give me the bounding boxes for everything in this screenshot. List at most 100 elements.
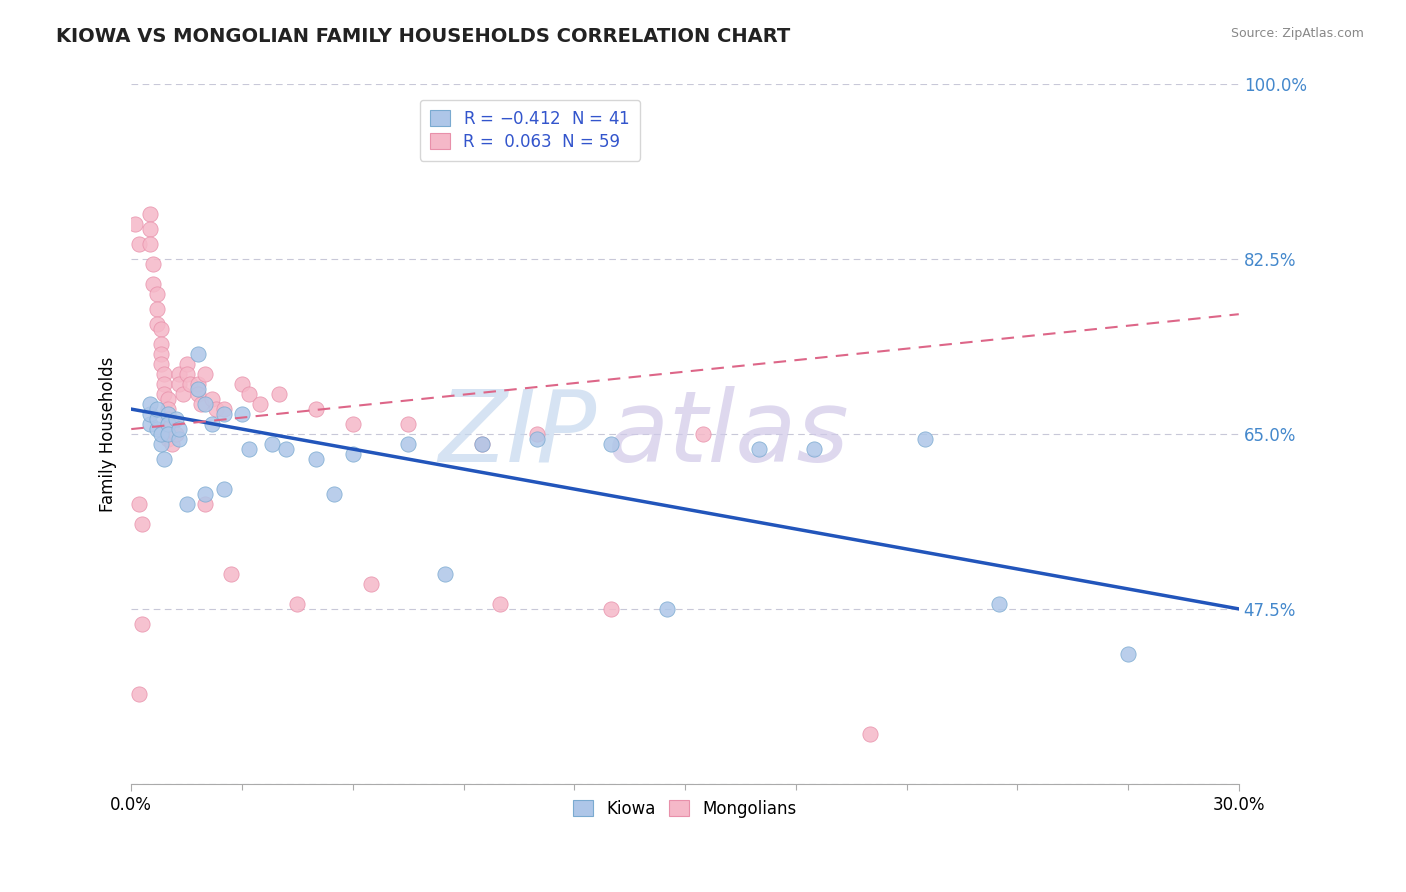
Point <box>187 377 209 392</box>
Text: Source: ZipAtlas.com: Source: ZipAtlas.com <box>1230 27 1364 40</box>
Text: KIOWA VS MONGOLIAN FAMILY HOUSEHOLDS CORRELATION CHART: KIOWA VS MONGOLIAN FAMILY HOUSEHOLDS COR… <box>56 27 790 45</box>
Point <box>267 387 290 401</box>
Point <box>187 347 209 361</box>
Point <box>176 357 198 371</box>
Point <box>396 417 419 431</box>
Point <box>748 442 770 456</box>
Point <box>194 367 217 381</box>
Point <box>194 397 217 411</box>
Point <box>238 442 260 456</box>
Point <box>131 516 153 531</box>
Legend: Kiowa, Mongolians: Kiowa, Mongolians <box>567 793 803 824</box>
Point <box>858 727 880 741</box>
Point <box>160 417 183 431</box>
Point <box>205 402 228 417</box>
Point <box>914 432 936 446</box>
Point <box>471 437 494 451</box>
Point <box>124 217 146 231</box>
Point <box>128 497 150 511</box>
Point <box>149 337 172 351</box>
Point <box>146 302 169 317</box>
Point <box>342 447 364 461</box>
Point <box>201 417 224 431</box>
Point <box>146 402 169 417</box>
Point <box>165 412 187 426</box>
Point <box>803 442 825 456</box>
Point <box>165 427 187 442</box>
Point <box>231 377 253 392</box>
Point <box>231 407 253 421</box>
Point <box>276 442 298 456</box>
Point <box>138 237 160 252</box>
Point <box>187 387 209 401</box>
Point <box>153 367 176 381</box>
Y-axis label: Family Households: Family Households <box>100 357 117 512</box>
Point <box>323 487 346 501</box>
Point <box>489 597 512 611</box>
Point <box>360 577 382 591</box>
Point <box>142 257 165 271</box>
Point <box>987 597 1010 611</box>
Point <box>249 397 271 411</box>
Point <box>149 427 172 442</box>
Point <box>655 602 678 616</box>
Point <box>179 377 201 392</box>
Point <box>212 407 235 421</box>
Point <box>128 687 150 701</box>
Point <box>157 422 180 436</box>
Point <box>167 377 190 392</box>
Point <box>138 207 160 221</box>
Point <box>138 222 160 236</box>
Point <box>194 497 217 511</box>
Point <box>153 387 176 401</box>
Point <box>172 387 194 401</box>
Point <box>187 382 209 396</box>
Point <box>305 402 328 417</box>
Point <box>157 407 180 421</box>
Point <box>212 402 235 417</box>
Point <box>153 452 176 467</box>
Point <box>342 417 364 431</box>
Point <box>157 427 180 442</box>
Point <box>138 397 160 411</box>
Point <box>201 392 224 406</box>
Point <box>146 412 169 426</box>
Point <box>167 367 190 381</box>
Point <box>153 377 176 392</box>
Point <box>142 277 165 292</box>
Point <box>157 417 180 431</box>
Point <box>600 602 623 616</box>
Point <box>471 437 494 451</box>
Point <box>305 452 328 467</box>
Point <box>167 432 190 446</box>
Point <box>194 487 217 501</box>
Point <box>190 397 212 411</box>
Point <box>212 482 235 496</box>
Point <box>146 422 169 436</box>
Point <box>600 437 623 451</box>
Point <box>146 287 169 301</box>
Point <box>219 566 242 581</box>
Point <box>149 437 172 451</box>
Point <box>260 437 283 451</box>
Point <box>131 616 153 631</box>
Point <box>526 432 548 446</box>
Text: ZIP: ZIP <box>439 385 596 483</box>
Point <box>157 432 180 446</box>
Point <box>434 566 457 581</box>
Point <box>526 427 548 442</box>
Point <box>149 347 172 361</box>
Point <box>128 237 150 252</box>
Point <box>138 417 160 431</box>
Point <box>396 437 419 451</box>
Point <box>238 387 260 401</box>
Point <box>157 392 180 406</box>
Point <box>157 402 180 417</box>
Point <box>287 597 309 611</box>
Point <box>176 367 198 381</box>
Text: atlas: atlas <box>607 385 849 483</box>
Point <box>692 427 714 442</box>
Point <box>1116 647 1139 661</box>
Point <box>138 407 160 421</box>
Point <box>149 357 172 371</box>
